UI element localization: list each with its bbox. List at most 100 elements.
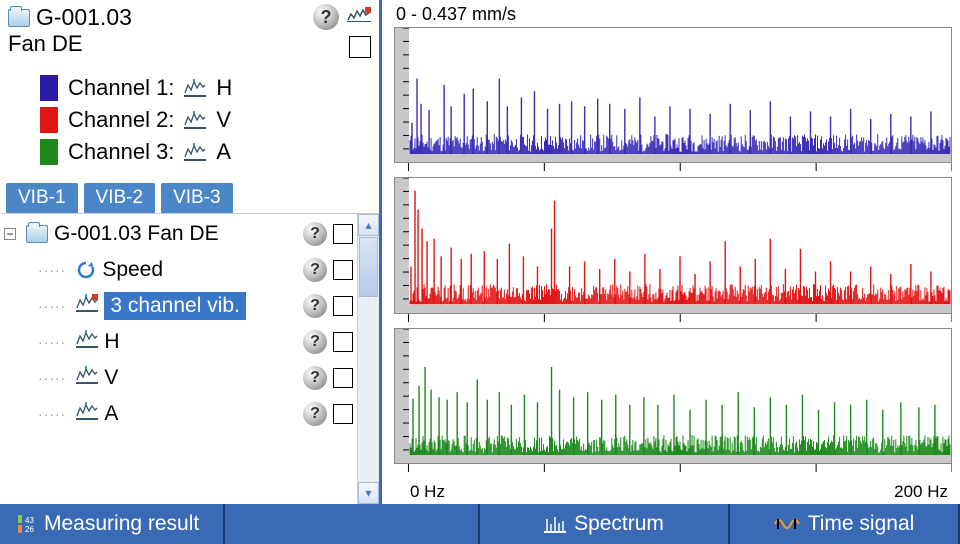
tree-item-label: A: [104, 402, 118, 426]
legend-direction: V: [216, 107, 231, 133]
folder-icon: [26, 225, 48, 243]
tree-checkbox[interactable]: [333, 224, 353, 244]
refresh-icon: [76, 260, 96, 280]
scale-label: 0 - 0.437 mm/s: [394, 4, 952, 25]
right-panel: 0 - 0.437 mm/s 0 Hz 200 Hz: [382, 0, 960, 504]
tree-connector: ·····: [38, 370, 66, 386]
help-icon[interactable]: ?: [303, 258, 327, 282]
svg-text:43: 43: [25, 516, 34, 525]
tree-item-row[interactable]: ····· V?: [4, 360, 357, 396]
tab-timesignal-label: Time signal: [808, 512, 915, 536]
scroll-down-button[interactable]: ▾: [358, 482, 379, 504]
tree-checkbox[interactable]: [333, 404, 353, 424]
tree-root-label: G-001.03 Fan DE: [54, 222, 219, 246]
tree-checkbox[interactable]: [333, 260, 353, 280]
app-root: G-001.03 Fan DE ? Channel 1: H Channe: [0, 0, 960, 544]
svg-text:26: 26: [25, 525, 34, 533]
tree-connector: ·····: [38, 262, 66, 278]
vib-tab[interactable]: VIB-3: [161, 183, 233, 213]
tree-root-row[interactable]: − G-001.03 Fan DE?: [4, 216, 357, 252]
measuring-icon: 4326: [18, 515, 36, 533]
tree-connector: ·····: [38, 334, 66, 350]
legend-channel-label: Channel 3:: [68, 139, 174, 165]
legend-row: Channel 1: H: [40, 75, 359, 101]
tree-checkbox[interactable]: [333, 332, 353, 352]
help-icon[interactable]: ?: [303, 402, 327, 426]
tree-scrollbar[interactable]: ▴ ▾: [357, 214, 379, 504]
bottom-bar: 4326 Measuring result Spectrum Time sign…: [0, 504, 960, 544]
tree-item-row[interactable]: ····· Speed?: [4, 252, 357, 288]
folder-icon: [8, 9, 30, 27]
header-checkbox[interactable]: [349, 36, 371, 58]
tree-item-label: Speed: [102, 258, 163, 282]
tab-measuring-result[interactable]: 4326 Measuring result: [0, 504, 225, 544]
timesignal-icon: [774, 515, 800, 533]
multichart-icon[interactable]: [347, 7, 371, 27]
help-icon[interactable]: ?: [303, 366, 327, 390]
mini-chart-icon: [184, 111, 206, 129]
vib-tab[interactable]: VIB-1: [6, 183, 78, 213]
legend-swatch: [40, 75, 58, 101]
scroll-up-button[interactable]: ▴: [358, 214, 379, 236]
spectrum-plot[interactable]: [394, 177, 952, 313]
tree: −G-001.03 Fan DE?····· Speed?····· 3 cha…: [0, 213, 379, 504]
x-max-label: 200 Hz: [894, 482, 948, 502]
tree-checkbox[interactable]: [333, 296, 353, 316]
tree-item-label: 3 channel vib.: [104, 292, 246, 320]
x-ticks: [394, 314, 952, 328]
tree-item-label: V: [104, 366, 118, 390]
mini-chart-icon: [184, 79, 206, 97]
mini-chart-icon: [76, 330, 98, 354]
tree-item-label: H: [104, 330, 119, 354]
tab-empty[interactable]: [225, 504, 480, 544]
tree-checkbox[interactable]: [333, 368, 353, 388]
tree-item-row[interactable]: ····· A?: [4, 396, 357, 432]
scroll-track[interactable]: [358, 298, 379, 482]
main-area: G-001.03 Fan DE ? Channel 1: H Channe: [0, 0, 960, 504]
spectrum-panel: [394, 27, 952, 177]
tab-measuring-label: Measuring result: [44, 512, 199, 536]
charts-container: [394, 27, 952, 478]
legend-swatch: [40, 139, 58, 165]
device-id: G-001.03: [36, 4, 132, 31]
tree-item-row[interactable]: ····· H?: [4, 324, 357, 360]
legend-direction: A: [216, 139, 231, 165]
legend-direction: H: [216, 75, 232, 101]
help-icon[interactable]: ?: [303, 330, 327, 354]
tab-spectrum-label: Spectrum: [574, 512, 664, 536]
help-icon[interactable]: ?: [303, 222, 327, 246]
legend-row: Channel 3: A: [40, 139, 359, 165]
tab-time-signal[interactable]: Time signal: [730, 504, 960, 544]
x-ticks: [394, 163, 952, 177]
help-icon[interactable]: ?: [313, 4, 339, 30]
tree-list: −G-001.03 Fan DE?····· Speed?····· 3 cha…: [0, 214, 357, 504]
header-controls: ?: [313, 4, 371, 58]
spectrum-plot[interactable]: [394, 328, 952, 464]
legend: Channel 1: H Channel 2: V Channel 3: A: [0, 63, 379, 177]
left-panel: G-001.03 Fan DE ? Channel 1: H Channe: [0, 0, 382, 504]
tree-connector: ·····: [38, 298, 66, 314]
tab-spectrum[interactable]: Spectrum: [480, 504, 730, 544]
legend-swatch: [40, 107, 58, 133]
expander-icon[interactable]: −: [4, 228, 16, 240]
spectrum-panel: [394, 328, 952, 478]
legend-row: Channel 2: V: [40, 107, 359, 133]
vib-tabs: VIB-1VIB-2VIB-3: [0, 177, 379, 213]
mini-chart-icon: [184, 143, 206, 161]
legend-channel-label: Channel 1:: [68, 75, 174, 101]
tree-item-row[interactable]: ····· 3 channel vib.?: [4, 288, 357, 324]
x-axis-labels: 0 Hz 200 Hz: [394, 478, 952, 502]
scroll-thumb[interactable]: [359, 237, 378, 297]
mini-chart-icon: [76, 402, 98, 426]
x-min-label: 0 Hz: [410, 482, 445, 502]
spectrum-plot[interactable]: [394, 27, 952, 163]
spectrum-panel: [394, 177, 952, 327]
help-icon[interactable]: ?: [303, 294, 327, 318]
mini-chart-icon: [76, 366, 98, 390]
spectrum-icon: [544, 515, 566, 533]
chart-area: 0 - 0.437 mm/s 0 Hz 200 Hz: [382, 0, 960, 504]
tree-connector: ·····: [38, 406, 66, 422]
header: G-001.03 Fan DE ?: [0, 0, 379, 63]
legend-channel-label: Channel 2:: [68, 107, 174, 133]
vib-tab[interactable]: VIB-2: [84, 183, 156, 213]
